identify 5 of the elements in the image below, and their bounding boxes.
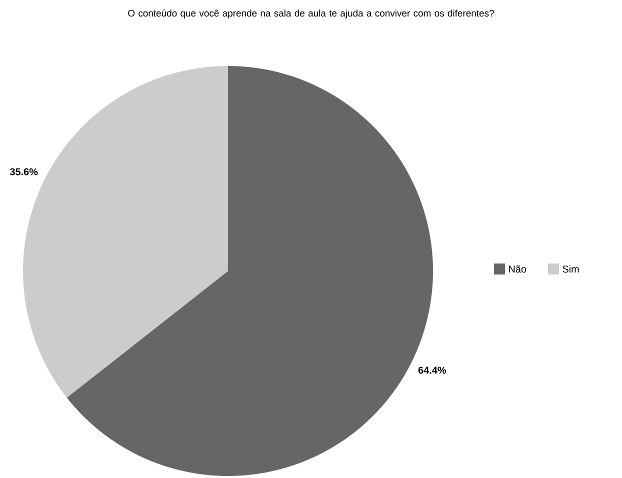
legend-label: Sim <box>562 265 579 273</box>
data-label: 35.6% <box>10 168 38 176</box>
data-label: 64.4% <box>418 366 446 374</box>
chart-title: O conteúdo que você aprende na sala de aula te ajuda a conviver com os diferentes? <box>128 10 494 18</box>
legend-label: Não <box>509 265 526 273</box>
